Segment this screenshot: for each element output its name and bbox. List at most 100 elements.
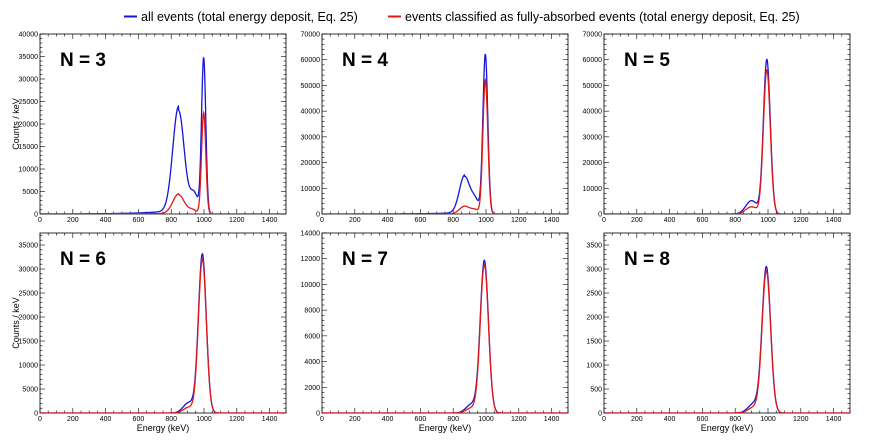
panel-title: N = 7 [342, 249, 388, 270]
x-tick-label: 600 [133, 217, 145, 224]
x-tick-label: 800 [729, 217, 741, 224]
x-tick-label: 1000 [196, 217, 212, 224]
panel-3: 0 200 400 600 800 1000 1200 1400 0 10000 20000 3000… [583, 32, 851, 224]
y-tick-label: 20000 [19, 315, 39, 322]
x-tick-label: 1000 [196, 416, 212, 423]
y-tick-label: 2500 [586, 291, 602, 298]
y-tick-label: 30000 [301, 134, 321, 141]
x-tick-label: 600 [415, 217, 427, 224]
series-line-fully-absorbed [604, 69, 850, 214]
x-tick-label: 0 [602, 217, 606, 224]
x-tick-label: 1200 [511, 416, 527, 423]
x-tick-label: 1000 [478, 416, 494, 423]
x-tick-label: 1000 [760, 217, 776, 224]
y-tick-label: 14000 [301, 231, 321, 238]
x-tick-label: 200 [67, 217, 79, 224]
y-tick-label: 10000 [19, 167, 39, 174]
y-tick-label: 20000 [583, 160, 603, 167]
legend-label-fully-absorbed: events classified as fully-absorbed even… [405, 10, 800, 24]
y-tick-label: 0 [598, 212, 602, 219]
y-tick-label: 500 [590, 387, 602, 394]
x-tick-label: 1200 [229, 416, 245, 423]
series-line-all-events [322, 259, 568, 413]
x-tick-label: 400 [664, 217, 676, 224]
x-tick-label: 800 [729, 416, 741, 423]
x-tick-label: 1400 [826, 217, 842, 224]
y-tick-label: 50000 [583, 83, 603, 90]
y-tick-label: 2000 [586, 315, 602, 322]
y-tick-label: 0 [316, 212, 320, 219]
x-tick-label: 0 [38, 416, 42, 423]
x-tick-label: 1400 [262, 217, 278, 224]
panel-1: 0 200 400 600 800 1000 1200 1400 0 5000 10000 15000… [11, 32, 287, 224]
series-line-fully-absorbed [604, 269, 850, 413]
y-tick-label: 25000 [19, 291, 39, 298]
panel-6: 0 200 400 600 800 1000 1200 1400 0 500 1000 1500 200… [586, 232, 851, 433]
x-axis-label: Energy (keV) [701, 423, 754, 433]
x-tick-label: 200 [349, 217, 361, 224]
y-tick-label: 35000 [19, 243, 39, 250]
y-tick-label: 1500 [586, 339, 602, 346]
x-tick-label: 400 [382, 217, 394, 224]
y-tick-label: 60000 [301, 57, 321, 64]
x-tick-label: 1400 [544, 416, 560, 423]
panel-title: N = 5 [624, 50, 670, 71]
x-tick-label: 600 [697, 416, 709, 423]
y-tick-label: 10000 [301, 282, 321, 289]
y-tick-label: 30000 [19, 77, 39, 84]
x-axis-label: Energy (keV) [137, 423, 190, 433]
y-tick-label: 12000 [301, 256, 321, 263]
x-tick-label: 600 [133, 416, 145, 423]
panel-title: N = 3 [60, 50, 106, 71]
x-tick-label: 400 [664, 416, 676, 423]
y-tick-label: 70000 [583, 32, 603, 39]
series-line-fully-absorbed [322, 263, 568, 413]
y-tick-label: 0 [34, 411, 38, 418]
x-tick-label: 800 [165, 416, 177, 423]
panels: 0 200 400 600 800 1000 1200 1400050001000015000… [11, 32, 851, 433]
x-tick-label: 800 [447, 217, 459, 224]
x-tick-label: 0 [602, 416, 606, 423]
y-tick-label: 3000 [586, 267, 602, 274]
y-tick-label: 25000 [19, 99, 39, 106]
y-tick-label: 10000 [19, 363, 39, 370]
x-tick-label: 400 [100, 217, 112, 224]
legend-label-all-events: all events (total energy deposit, Eq. 25… [141, 10, 358, 24]
y-tick-label: 15000 [19, 339, 39, 346]
x-tick-label: 200 [349, 416, 361, 423]
y-tick-label: 2000 [304, 385, 320, 392]
y-tick-label: 35000 [19, 54, 39, 61]
panel-title: N = 4 [342, 50, 388, 71]
panel-5: 0 200 400 600 800 1000 1200 1400020004000600080… [301, 231, 569, 433]
y-tick-label: 0 [34, 212, 38, 219]
y-tick-label: 8000 [304, 308, 320, 315]
y-tick-label: 10000 [301, 186, 321, 193]
x-tick-label: 1000 [478, 217, 494, 224]
x-tick-label: 800 [447, 416, 459, 423]
y-tick-label: 30000 [19, 267, 39, 274]
panel-2: 0 200 400 600 800 1000 1200 1400 0 10000 20000 3000… [301, 32, 569, 224]
y-tick-label: 5000 [22, 387, 38, 394]
x-tick-label: 1200 [793, 416, 809, 423]
y-tick-label: 0 [316, 411, 320, 418]
x-tick-label: 1200 [511, 217, 527, 224]
x-tick-label: 600 [697, 217, 709, 224]
panel-title: N = 8 [624, 249, 670, 270]
x-tick-label: 600 [415, 416, 427, 423]
panel-title: N = 6 [60, 249, 106, 270]
y-tick-label: 40000 [301, 109, 321, 116]
x-tick-label: 400 [100, 416, 112, 423]
x-axis-label: Energy (keV) [419, 423, 472, 433]
y-tick-label: 3500 [586, 243, 602, 250]
x-tick-label: 200 [631, 416, 643, 423]
x-tick-label: 200 [67, 416, 79, 423]
x-tick-label: 1400 [262, 416, 278, 423]
y-tick-label: 4000 [304, 359, 320, 366]
series-line-all-events [604, 58, 850, 214]
y-tick-label: 10000 [583, 186, 603, 193]
y-tick-label: 40000 [583, 109, 603, 116]
y-tick-label: 5000 [22, 189, 38, 196]
series-line-all-events [604, 265, 850, 413]
x-tick-label: 0 [320, 217, 324, 224]
